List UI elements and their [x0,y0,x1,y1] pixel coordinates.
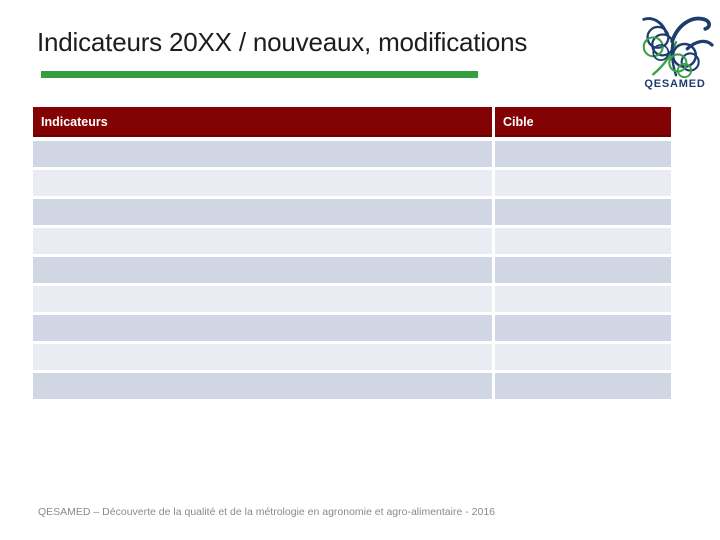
cell-cible [495,141,671,167]
indicators-table: Indicateurs Cible [33,107,671,402]
table-row [33,228,671,254]
column-header-cible: Cible [495,107,671,137]
column-header-indicateurs: Indicateurs [33,107,492,137]
qesamed-logo: QESAMED [631,8,719,90]
cell-indicateur [33,170,492,196]
table-row [33,257,671,283]
title-underline-bar [41,71,478,78]
table-row [33,170,671,196]
table-row [33,199,671,225]
cell-cible [495,315,671,341]
table-row [33,344,671,370]
cell-cible [495,257,671,283]
cell-cible [495,373,671,399]
slide-title: Indicateurs 20XX / nouveaux, modificatio… [37,27,528,57]
table-row [33,141,671,167]
table-header-row: Indicateurs Cible [33,107,671,137]
cell-indicateur [33,228,492,254]
cell-indicateur [33,286,492,312]
cell-indicateur [33,257,492,283]
cell-indicateur [33,344,492,370]
cell-indicateur [33,315,492,341]
cell-cible [495,228,671,254]
qesamed-logo-text: QESAMED [644,78,706,90]
table-body [33,141,671,399]
table-row [33,373,671,399]
cell-cible [495,199,671,225]
cell-indicateur [33,373,492,399]
table-row [33,315,671,341]
cell-indicateur [33,141,492,167]
table-row [33,286,671,312]
slide-footer: QESAMED – Découverte de la qualité et de… [38,506,496,518]
cell-cible [495,344,671,370]
cell-cible [495,170,671,196]
cell-indicateur [33,199,492,225]
cell-cible [495,286,671,312]
qesamed-butterfly-icon [642,16,714,79]
